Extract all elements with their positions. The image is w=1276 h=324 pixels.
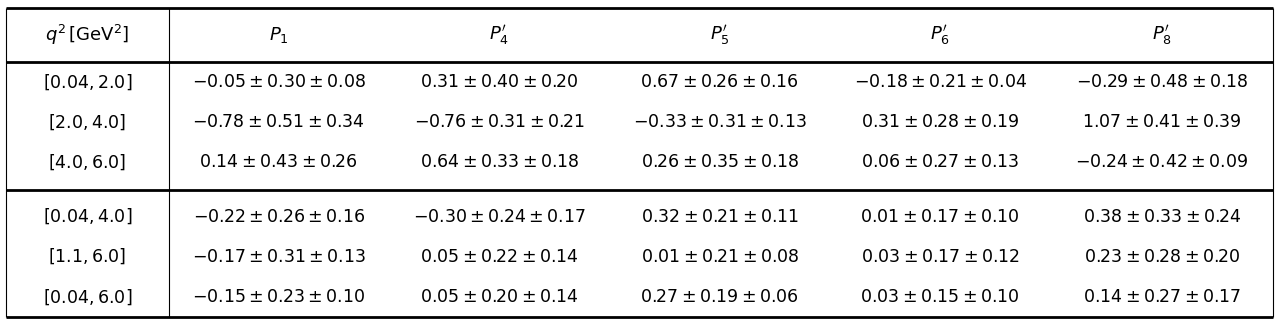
Text: $P_4^{\prime}$: $P_4^{\prime}$ bbox=[489, 23, 509, 47]
Text: $1.07\pm0.41\pm0.39$: $1.07\pm0.41\pm0.39$ bbox=[1082, 113, 1242, 131]
Text: $0.14\pm0.43\pm0.26$: $0.14\pm0.43\pm0.26$ bbox=[199, 154, 359, 171]
Text: $[0.04,4.0]$: $[0.04,4.0]$ bbox=[43, 207, 133, 226]
Text: $0.05\pm0.22\pm0.14$: $0.05\pm0.22\pm0.14$ bbox=[420, 248, 578, 266]
Text: $-0.30\pm0.24\pm0.17$: $-0.30\pm0.24\pm0.17$ bbox=[413, 207, 586, 226]
Text: $-0.24\pm0.42\pm0.09$: $-0.24\pm0.42\pm0.09$ bbox=[1076, 154, 1248, 171]
Text: $0.05\pm0.20\pm0.14$: $0.05\pm0.20\pm0.14$ bbox=[420, 288, 578, 306]
Text: $0.03\pm0.15\pm0.10$: $0.03\pm0.15\pm0.10$ bbox=[860, 288, 1020, 306]
Text: $0.31\pm0.40\pm0.20$: $0.31\pm0.40\pm0.20$ bbox=[420, 73, 578, 91]
Text: $0.26\pm0.35\pm0.18$: $0.26\pm0.35\pm0.18$ bbox=[641, 154, 799, 171]
Text: $0.67\pm0.26\pm0.16$: $0.67\pm0.26\pm0.16$ bbox=[641, 73, 799, 91]
Text: $[0.04,2.0]$: $[0.04,2.0]$ bbox=[43, 73, 133, 92]
Text: $-0.29\pm0.48\pm0.18$: $-0.29\pm0.48\pm0.18$ bbox=[1076, 73, 1248, 91]
Text: $0.23\pm0.28\pm0.20$: $0.23\pm0.28\pm0.20$ bbox=[1083, 248, 1240, 266]
Text: $[4.0,6.0]$: $[4.0,6.0]$ bbox=[48, 153, 126, 172]
Text: $-0.22\pm0.26\pm0.16$: $-0.22\pm0.26\pm0.16$ bbox=[193, 207, 365, 226]
Text: $P_6^{\prime}$: $P_6^{\prime}$ bbox=[930, 23, 951, 47]
Text: $0.64\pm0.33\pm0.18$: $0.64\pm0.33\pm0.18$ bbox=[420, 154, 579, 171]
Text: $0.14\pm0.27\pm0.17$: $0.14\pm0.27\pm0.17$ bbox=[1083, 288, 1242, 306]
Text: $P_8^{\prime}$: $P_8^{\prime}$ bbox=[1152, 23, 1171, 47]
Text: $0.27\pm0.19\pm0.06$: $0.27\pm0.19\pm0.06$ bbox=[641, 288, 799, 306]
Text: $P_1$: $P_1$ bbox=[269, 25, 288, 45]
Text: $-0.78\pm0.51\pm0.34$: $-0.78\pm0.51\pm0.34$ bbox=[193, 113, 365, 131]
Text: $P_5^{\prime}$: $P_5^{\prime}$ bbox=[709, 23, 730, 47]
Text: $[1.1,6.0]$: $[1.1,6.0]$ bbox=[48, 247, 126, 266]
Text: $-0.17\pm0.31\pm0.13$: $-0.17\pm0.31\pm0.13$ bbox=[191, 248, 366, 266]
Text: $0.38\pm0.33\pm0.24$: $0.38\pm0.33\pm0.24$ bbox=[1082, 207, 1242, 226]
Text: $0.06\pm0.27\pm0.13$: $0.06\pm0.27\pm0.13$ bbox=[861, 154, 1020, 171]
Text: $0.31\pm0.28\pm0.19$: $0.31\pm0.28\pm0.19$ bbox=[861, 113, 1020, 131]
Text: $[0.04,6.0]$: $[0.04,6.0]$ bbox=[43, 287, 133, 307]
Text: $0.32\pm0.21\pm0.11$: $0.32\pm0.21\pm0.11$ bbox=[641, 207, 799, 226]
Text: $[2.0,4.0]$: $[2.0,4.0]$ bbox=[48, 112, 126, 132]
Text: $0.03\pm0.17\pm0.12$: $0.03\pm0.17\pm0.12$ bbox=[861, 248, 1020, 266]
Text: $-0.18\pm0.21\pm0.04$: $-0.18\pm0.21\pm0.04$ bbox=[854, 73, 1027, 91]
Text: $-0.15\pm0.23\pm0.10$: $-0.15\pm0.23\pm0.10$ bbox=[193, 288, 365, 306]
Text: $0.01\pm0.17\pm0.10$: $0.01\pm0.17\pm0.10$ bbox=[860, 207, 1020, 226]
Text: $-0.05\pm0.30\pm0.08$: $-0.05\pm0.30\pm0.08$ bbox=[191, 73, 366, 91]
Text: $q^2\,[\mathrm{GeV}^2]$: $q^2\,[\mathrm{GeV}^2]$ bbox=[46, 23, 130, 47]
Text: $-0.33\pm0.31\pm0.13$: $-0.33\pm0.31\pm0.13$ bbox=[633, 113, 806, 131]
Text: $-0.76\pm0.31\pm0.21$: $-0.76\pm0.31\pm0.21$ bbox=[413, 113, 584, 131]
Text: $0.01\pm0.21\pm0.08$: $0.01\pm0.21\pm0.08$ bbox=[641, 248, 799, 266]
